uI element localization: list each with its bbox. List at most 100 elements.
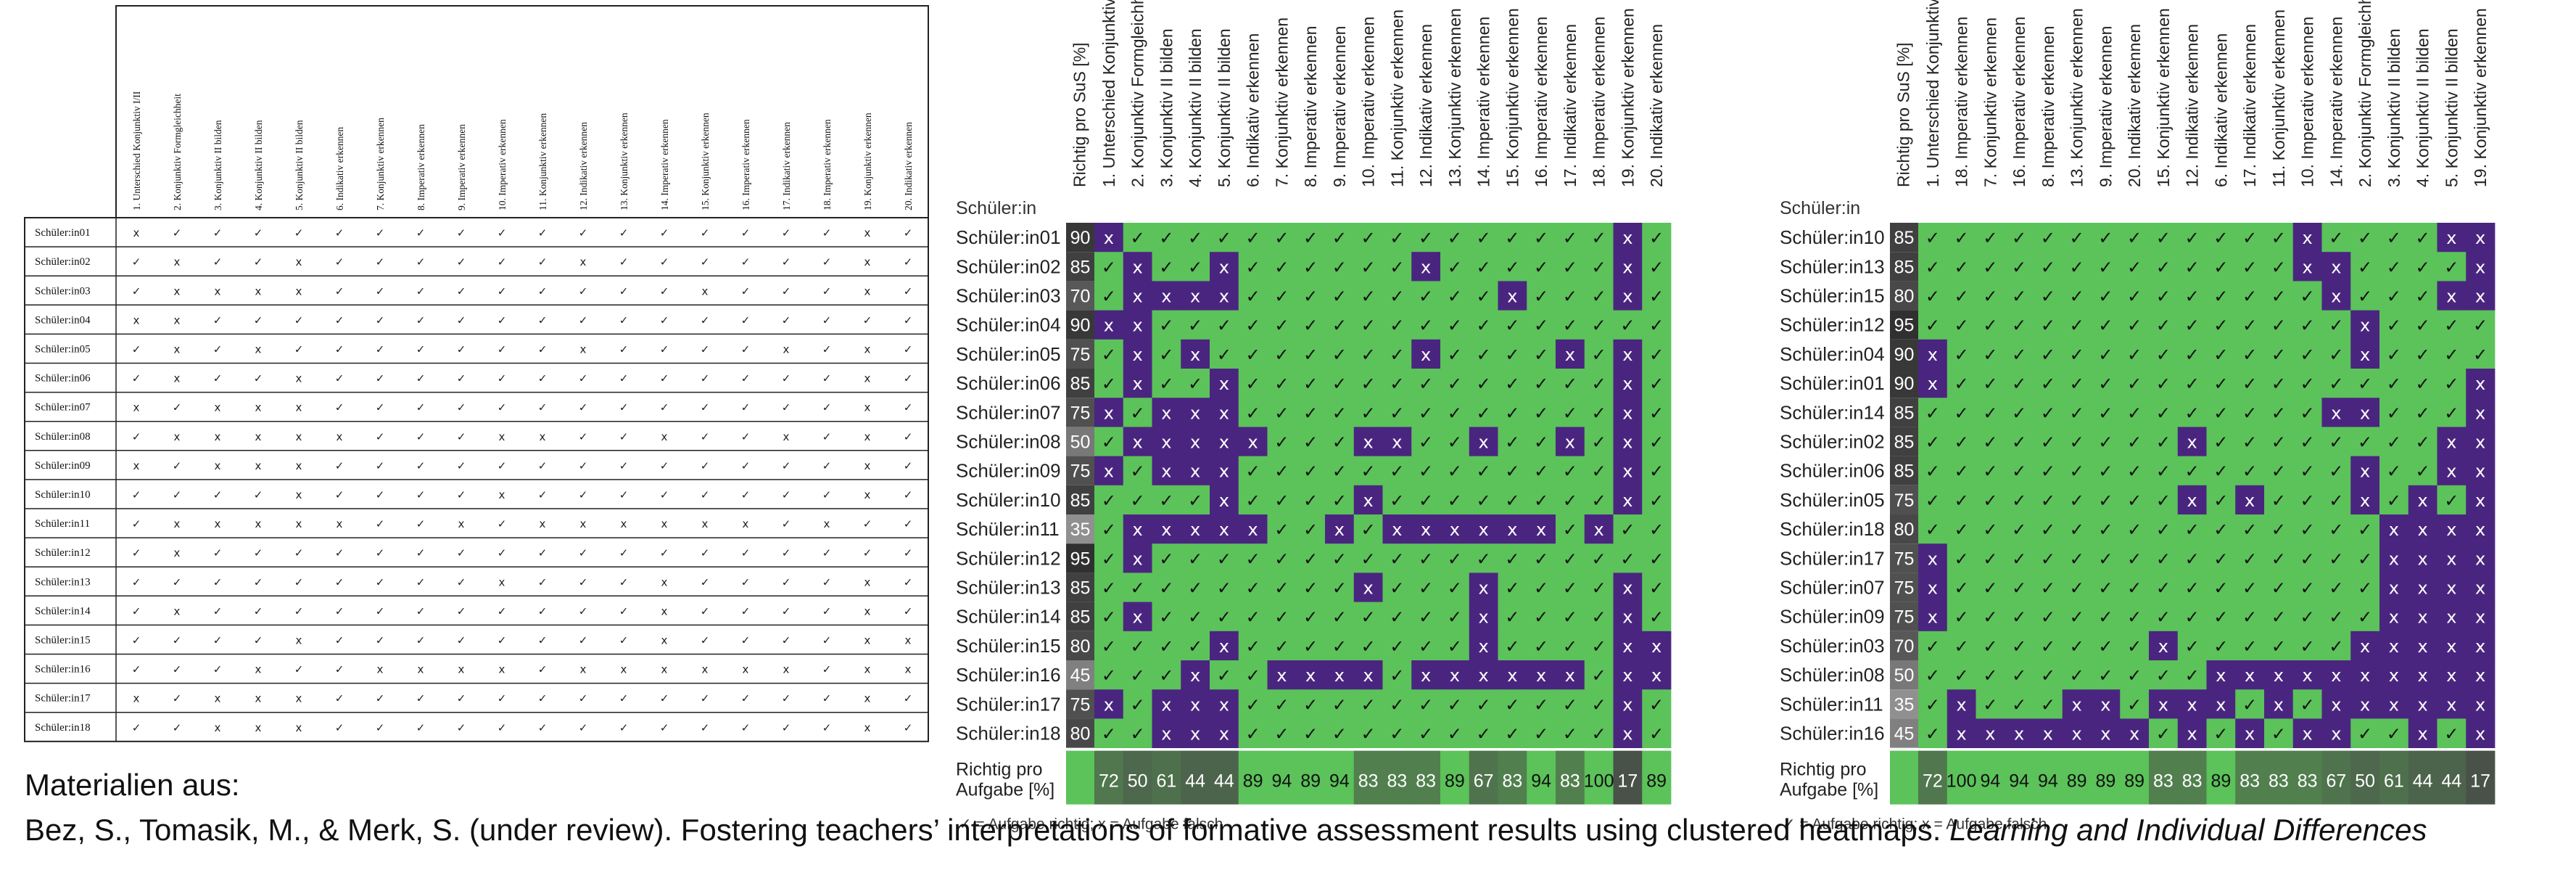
- heatmap-cell-mark: ✓: [1419, 724, 1433, 744]
- heatmap-cell: [2062, 281, 2092, 311]
- heatmap-cell-mark: ✓: [2098, 461, 2113, 482]
- task-percent-value: 100: [1947, 771, 1977, 792]
- table-cell-mark: ✓: [741, 401, 751, 414]
- heatmap-cell: [1469, 281, 1498, 311]
- row-score-value: 95: [1070, 549, 1091, 569]
- heatmap-cell: [2206, 252, 2236, 282]
- heatmap-cell-mark: ✓: [1983, 374, 1997, 394]
- heatmap-cell: [1498, 718, 1527, 748]
- heatmap-cell-mark: x: [2475, 228, 2485, 248]
- heatmap-cell-mark: ✓: [1649, 549, 1664, 569]
- heatmap-cell-mark: x: [1957, 694, 1967, 715]
- row-score-cell: [1066, 427, 1094, 456]
- table-cell-mark: ✓: [498, 633, 507, 647]
- heatmap-cell-mark: x: [2418, 724, 2428, 744]
- row-axis-label: Schüler:in: [956, 198, 1036, 218]
- heatmap-column-header: 20. Indikativ erkennen: [2125, 24, 2144, 187]
- heatmap-cell-mark: ✓: [1274, 432, 1289, 453]
- heatmap-cell: [1123, 718, 1152, 748]
- table-cell-mark: ✓: [822, 633, 832, 647]
- table-cell-mark: ✓: [457, 401, 466, 414]
- heatmap-cell: [2091, 689, 2121, 719]
- heatmap-cell: [1498, 543, 1527, 573]
- table-cell-mark: x: [905, 633, 912, 647]
- heatmap-cell: [2437, 427, 2466, 456]
- heatmap-cell: [2264, 718, 2294, 748]
- heatmap-cell: [2149, 369, 2179, 398]
- table-cell-mark: ✓: [457, 459, 466, 472]
- heatmap-cell-mark: ✓: [2213, 287, 2228, 307]
- task-percent-cell: [2091, 750, 2121, 805]
- heatmap-cell-mark: ✓: [1448, 316, 1462, 336]
- heatmap-cell-mark: ✓: [2300, 374, 2315, 394]
- task-percent-value: 89: [1445, 771, 1465, 792]
- heatmap-cell-mark: ✓: [2271, 578, 2286, 599]
- heatmap-cell: [2321, 689, 2351, 719]
- task-percent-cell: [2120, 750, 2150, 805]
- heatmap-cell: [1411, 310, 1441, 340]
- heatmap-cell: [1469, 339, 1498, 369]
- heatmap-cell: [1556, 223, 1585, 253]
- heatmap-cell-mark: ✓: [2300, 345, 2315, 365]
- heatmap-cell: [1267, 485, 1297, 515]
- row-score-value: 45: [1070, 665, 1091, 686]
- task-percent-value: 83: [1358, 771, 1379, 792]
- heatmap-cell-mark: ✓: [1217, 578, 1231, 599]
- table-column-header: 5. Konjunktiv II bilden: [294, 120, 305, 210]
- heatmap-cell: [1976, 718, 2005, 748]
- heatmap-cell-mark: ✓: [1419, 374, 1433, 394]
- table-cell-mark: ✓: [335, 255, 344, 268]
- heatmap-cell: [1411, 514, 1441, 544]
- heatmap-cell-mark: ✓: [1246, 665, 1260, 686]
- task-percent-value: 17: [1617, 771, 1638, 792]
- heatmap-cell-mark: ✓: [2070, 403, 2084, 423]
- table-cell-mark: ✓: [822, 575, 832, 588]
- heatmap-cell: [1584, 252, 1614, 282]
- heatmap-cell: [1181, 398, 1210, 427]
- heatmap-cell-mark: ✓: [2213, 520, 2228, 540]
- task-percent-cell: [2264, 750, 2294, 805]
- heatmap-cell: [1325, 339, 1355, 369]
- table-cell-mark: ✓: [741, 459, 751, 472]
- heatmap-cell: [2235, 281, 2265, 311]
- table-cell-mark: x: [255, 692, 262, 705]
- heatmap-cell-mark: x: [2187, 491, 2197, 511]
- heatmap-cell-mark: ✓: [1592, 228, 1606, 248]
- heatmap-cell-mark: ✓: [1159, 374, 1173, 394]
- table-cell-mark: x: [864, 692, 871, 705]
- heatmap-cell-mark: ✓: [2213, 374, 2228, 394]
- heatmap-cell: [2408, 369, 2437, 398]
- heatmap-cell: [1976, 281, 2005, 311]
- heatmap-cell: [1613, 602, 1643, 632]
- heatmap-cell-mark: ✓: [2127, 694, 2142, 715]
- heatmap-cell: [1918, 281, 1948, 311]
- task-percent-value: 67: [2326, 771, 2346, 792]
- heatmap-cell-mark: x: [2245, 491, 2255, 511]
- heatmap-cell-mark: x: [1565, 432, 1575, 453]
- heatmap-cell: [2177, 252, 2207, 282]
- table-cell-mark: ✓: [538, 255, 548, 268]
- heatmap-cell-mark: ✓: [2127, 287, 2142, 307]
- heatmap-cell: [1210, 310, 1239, 340]
- heatmap-cell: [1527, 660, 1556, 690]
- heatmap-cell: [2177, 281, 2207, 311]
- table-cell-mark: x: [864, 633, 871, 647]
- table-cell-mark: ✓: [376, 604, 385, 618]
- heatmap-cell-mark: ✓: [1361, 461, 1376, 482]
- heatmap-cell-mark: ✓: [1131, 491, 1145, 511]
- heatmap-cell-mark: ✓: [1983, 403, 1997, 423]
- table-cell-mark: x: [133, 313, 140, 327]
- heatmap-cell-mark: ✓: [1592, 549, 1606, 569]
- heatmap-cell: [1440, 427, 1470, 456]
- heatmap-cell-mark: ✓: [1649, 257, 1664, 277]
- heatmap-cell-mark: x: [1507, 520, 1517, 540]
- heatmap-cell-mark: ✓: [1534, 491, 1548, 511]
- heatmap-cell: [1152, 485, 1181, 515]
- row-score-value: 75: [1070, 403, 1091, 423]
- heatmap-cell-mark: ✓: [1361, 724, 1376, 744]
- heatmap-cell: [2235, 339, 2265, 369]
- heatmap-cell: [2379, 718, 2409, 748]
- heatmap-cell-mark: ✓: [2041, 374, 2055, 394]
- heatmap-cell: [2466, 485, 2496, 515]
- table-cell-mark: x: [540, 430, 546, 443]
